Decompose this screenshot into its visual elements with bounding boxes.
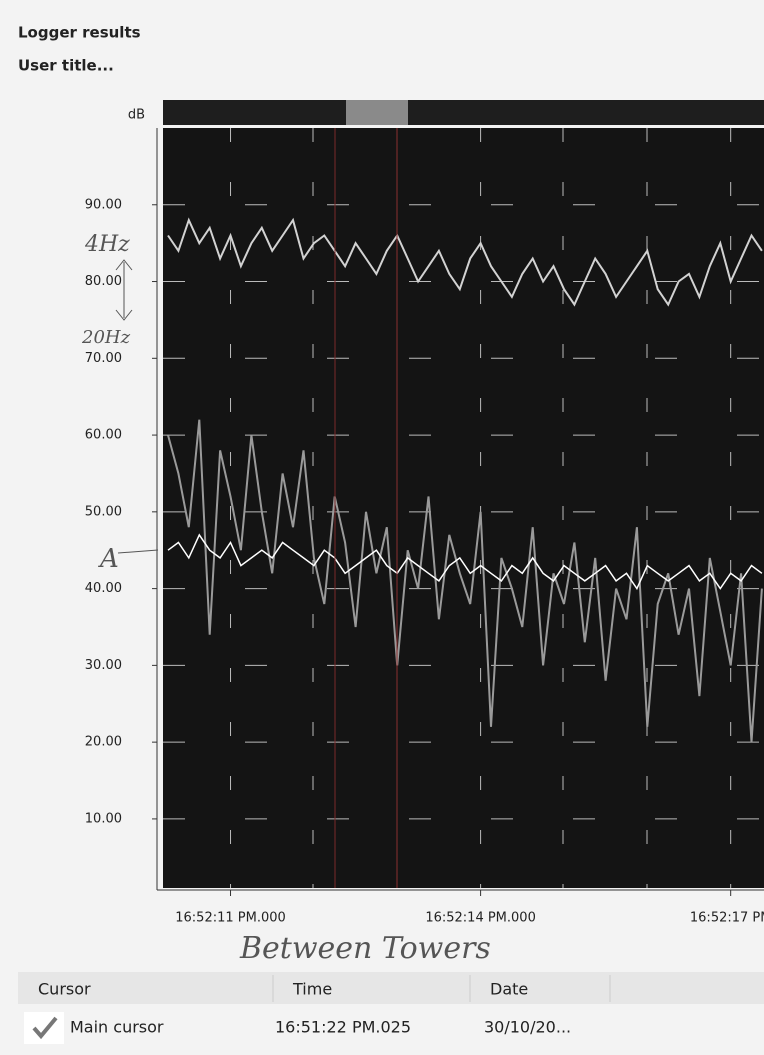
x-tick-label: 16:52:17 PM xyxy=(690,911,764,926)
annotation: 4Hz xyxy=(84,232,130,257)
x-tick-label: 16:52:14 PM.000 xyxy=(425,911,536,926)
series-line xyxy=(167,533,763,591)
y-tick-label: 50.00 xyxy=(85,504,122,519)
table-cell: Main cursor xyxy=(70,1018,164,1037)
y-tick-label: 40.00 xyxy=(85,581,122,596)
y-tick-label: 60.00 xyxy=(85,428,122,443)
check-icon xyxy=(32,1016,58,1040)
overview-bar xyxy=(163,100,764,125)
checkbox[interactable] xyxy=(24,1012,64,1044)
title: Logger results xyxy=(18,24,141,42)
table-cell: 30/10/20... xyxy=(484,1018,571,1037)
plot xyxy=(163,128,764,888)
column-header[interactable]: Date xyxy=(490,980,528,999)
annotation: 20Hz xyxy=(81,327,131,348)
table-cell: 16:51:22 PM.025 xyxy=(275,1018,411,1037)
y-tick-label: 10.00 xyxy=(85,811,122,826)
subtitle: User title... xyxy=(18,57,114,75)
column-header[interactable]: Time xyxy=(292,980,332,999)
y-tick-label: 20.00 xyxy=(85,735,122,750)
y-tick-label: 30.00 xyxy=(85,658,122,673)
series-line xyxy=(167,217,763,307)
annotation-arrow xyxy=(115,259,133,321)
overview-window[interactable] xyxy=(346,100,408,125)
series-line xyxy=(167,419,763,743)
annotation: Between Towers xyxy=(239,931,491,966)
column-header[interactable]: Cursor xyxy=(38,980,91,999)
annotation-arrow xyxy=(117,549,159,554)
table-header xyxy=(18,972,764,1004)
x-tick-label: 16:52:11 PM.000 xyxy=(175,911,286,926)
y-label: dB xyxy=(128,108,145,123)
y-tick-label: 90.00 xyxy=(85,197,122,212)
annotation: A xyxy=(98,544,119,574)
y-tick-label: 80.00 xyxy=(85,274,122,289)
y-tick-label: 70.00 xyxy=(85,351,122,366)
plot-area xyxy=(163,128,764,888)
